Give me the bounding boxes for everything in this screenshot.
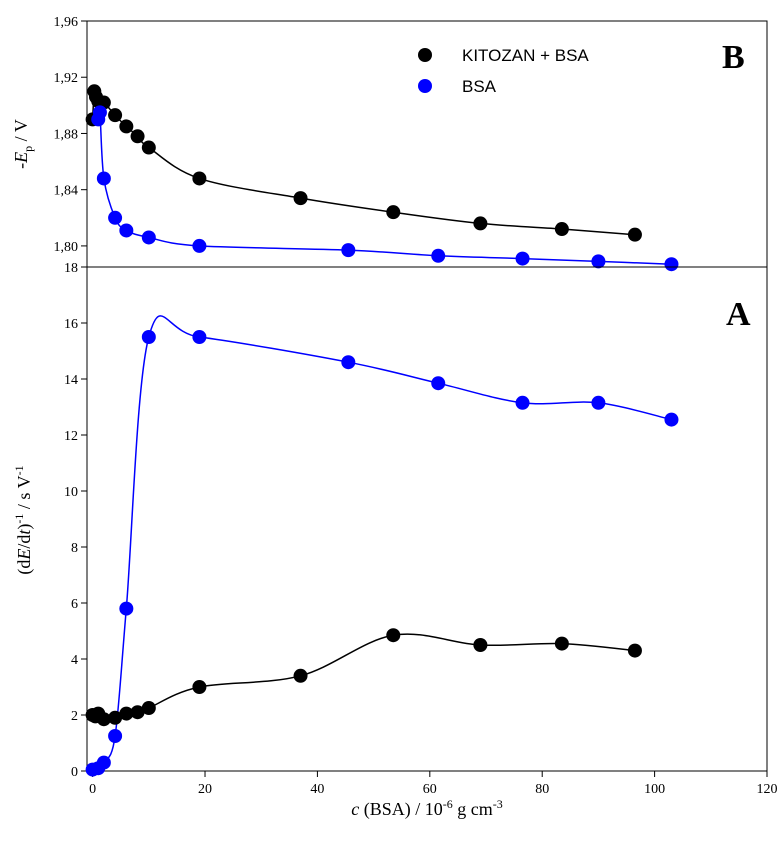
y-tick-label: 12 xyxy=(64,429,78,444)
panel-b: 1,80 1,84 1,88 1,92 1,96 B KITOZAN + BSA BSA… xyxy=(11,15,768,272)
series-line-bsa xyxy=(92,315,672,771)
panel-b-curves xyxy=(91,89,672,265)
y-tick-label: 1,88 xyxy=(54,127,79,142)
point-bsa xyxy=(431,248,446,263)
panel-b-label: B xyxy=(722,39,745,76)
x-tick-label: 40 xyxy=(310,782,324,797)
x-axis-title: c (BSA) / 10-6 g cm-3 xyxy=(351,797,503,820)
point-bsa xyxy=(96,755,111,770)
point-kitozan-bsa xyxy=(192,171,207,186)
x-tick-label: 100 xyxy=(644,782,665,797)
x-tick-label: 60 xyxy=(423,782,437,797)
point-bsa xyxy=(341,243,356,258)
y-tick-label: 2 xyxy=(71,709,78,724)
y-tick-label: 18 xyxy=(64,261,78,276)
point-kitozan-bsa xyxy=(293,191,308,206)
y-tick-label: 1,84 xyxy=(54,184,79,199)
point-kitozan-bsa xyxy=(386,628,401,643)
point-kitozan-bsa xyxy=(293,668,308,683)
legend-marker-bsa xyxy=(418,79,432,93)
series-line-kitozan-bsa xyxy=(92,633,635,721)
series-line-bsa xyxy=(97,108,672,265)
point-kitozan-bsa xyxy=(108,108,123,123)
y-tick-label: 4 xyxy=(71,653,78,668)
point-bsa xyxy=(108,729,123,743)
point-kitozan-bsa xyxy=(141,701,156,715)
point-bsa xyxy=(591,254,606,269)
panel-a-x-ticks: 0 20 40 60 80 100 120 xyxy=(89,771,778,797)
point-kitozan-bsa xyxy=(554,222,569,237)
legend-entry-bsa: BSA xyxy=(462,77,497,96)
y-tick-label: 0 xyxy=(71,765,78,780)
x-tick-label: 80 xyxy=(535,782,549,797)
panel-a-y-ticks: 0 2 4 6 8 10 12 14 16 18 xyxy=(64,261,87,780)
y-tick-label: 1,92 xyxy=(54,71,79,86)
y-tick-label: 8 xyxy=(71,541,78,556)
panel-a: 0 2 4 6 8 10 12 14 16 18 0 20 40 60 80 100 120 A (dE/dt… xyxy=(12,261,778,820)
y-tick-label: 14 xyxy=(64,373,78,388)
point-bsa xyxy=(96,171,111,186)
series-line-kitozan-bsa xyxy=(91,89,635,236)
point-bsa xyxy=(119,601,134,616)
x-tick-label: 20 xyxy=(198,782,212,797)
point-kitozan-bsa xyxy=(473,638,488,652)
point-bsa xyxy=(192,330,207,344)
point-kitozan-bsa xyxy=(192,680,207,694)
panel-a-frame xyxy=(86,266,768,772)
point-kitozan-bsa xyxy=(141,140,156,155)
y-tick-label: 10 xyxy=(64,485,78,500)
legend-entry-kitozan-bsa: KITOZAN + BSA xyxy=(462,46,589,65)
point-kitozan-bsa xyxy=(108,710,123,725)
point-bsa xyxy=(141,330,156,344)
point-bsa xyxy=(192,238,207,253)
legend-marker-kitozan-bsa xyxy=(418,48,432,62)
point-bsa xyxy=(119,223,134,238)
y-tick-label: 1,96 xyxy=(54,15,79,30)
point-kitozan-bsa xyxy=(96,712,111,727)
point-bsa xyxy=(108,210,123,225)
point-bsa xyxy=(431,376,446,391)
point-bsa xyxy=(664,412,679,427)
panel-a-y-axis-title: (dE/dt)-1 / s V-1 xyxy=(12,465,35,574)
panel-a-curves xyxy=(92,315,672,771)
point-kitozan-bsa xyxy=(554,636,569,651)
panel-a-label: A xyxy=(726,296,751,333)
legend: KITOZAN + BSA BSA xyxy=(418,46,589,96)
y-tick-label: 6 xyxy=(71,597,78,612)
x-tick-label: 120 xyxy=(757,782,778,797)
point-kitozan-bsa xyxy=(130,129,145,144)
point-bsa xyxy=(92,105,107,120)
point-kitozan-bsa xyxy=(386,205,401,220)
point-bsa xyxy=(591,395,606,410)
point-kitozan-bsa xyxy=(130,705,145,720)
point-bsa xyxy=(664,257,679,272)
point-bsa xyxy=(515,251,530,266)
point-bsa xyxy=(341,355,356,370)
point-kitozan-bsa xyxy=(627,643,642,658)
panel-b-y-axis-title: -Ep / V xyxy=(11,119,35,169)
point-kitozan-bsa xyxy=(119,706,134,721)
point-bsa xyxy=(515,395,530,410)
point-bsa xyxy=(141,230,156,245)
point-kitozan-bsa xyxy=(119,119,134,134)
panel-b-points xyxy=(85,84,679,272)
x-tick-label: 0 xyxy=(89,782,96,797)
y-tick-label: 1,80 xyxy=(54,240,79,255)
point-kitozan-bsa xyxy=(627,227,642,242)
panel-a-points xyxy=(85,330,679,777)
panel-b-y-ticks: 1,80 1,84 1,88 1,92 1,96 xyxy=(54,15,87,255)
y-tick-label: 16 xyxy=(64,317,78,332)
point-kitozan-bsa xyxy=(473,216,488,231)
